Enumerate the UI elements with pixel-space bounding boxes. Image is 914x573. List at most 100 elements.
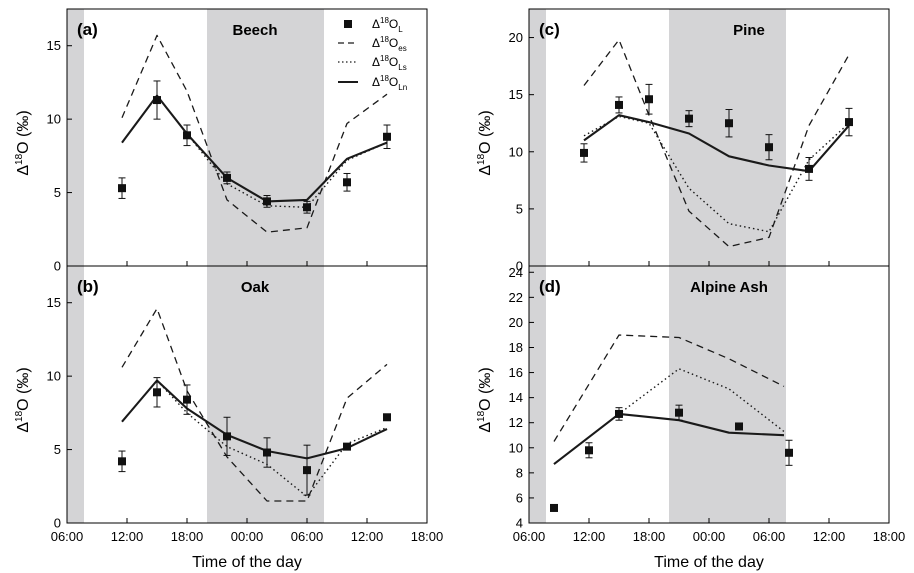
y-tick-label-c-3: 15 — [509, 87, 523, 102]
legend: Δ18OL Δ18Oes Δ18OLs Δ18OLn — [338, 16, 407, 92]
data-point-c-2 — [645, 95, 653, 104]
y-tick-label-a-1: 5 — [54, 185, 61, 200]
y-tick-label-c-1: 5 — [516, 201, 523, 216]
series-line-dashed-a — [121, 34, 388, 233]
data-point-d-1 — [585, 446, 593, 455]
data-point-a-4 — [263, 197, 271, 206]
data-point-b-5 — [303, 466, 311, 475]
night-band-d-0 — [529, 266, 546, 523]
data-point-b-2 — [183, 395, 191, 404]
data-point-d-5 — [785, 448, 793, 457]
x-tick-label-d-5: 12:00 — [813, 529, 846, 544]
y-tick-label-d-0: 4 — [516, 516, 523, 531]
y-axis-label-d: Δ18O (‰) — [476, 367, 494, 432]
data-point-d-0 — [550, 503, 558, 512]
data-point-b-4 — [263, 448, 271, 457]
x-tick-label-d-4: 06:00 — [753, 529, 786, 544]
night-band-c-0 — [529, 9, 546, 266]
series-line-dotted-a — [121, 94, 388, 209]
panel-title-b: Oak — [241, 279, 270, 296]
y-tick-label-a-0: 0 — [54, 259, 61, 274]
data-point-c-7 — [845, 118, 853, 127]
axes-layer — [66, 8, 890, 524]
night-band-b-1 — [207, 266, 324, 523]
data-point-b-3 — [223, 432, 231, 441]
series-line-solid-b — [121, 379, 388, 460]
x-tick-label-d-3: 00:00 — [693, 529, 726, 544]
data-point-b-0 — [118, 457, 126, 466]
y-tick-label-c-4: 20 — [509, 30, 523, 45]
y-tick-label-b-2: 10 — [47, 369, 61, 384]
y-tick-label-b-1: 5 — [54, 442, 61, 457]
panel-label-d: (d) — [539, 277, 561, 296]
data-point-c-4 — [725, 119, 733, 128]
legend-entry-Ls: Δ18OLs — [372, 54, 407, 72]
series-lines-layer — [121, 34, 850, 502]
y-tick-label-d-8: 20 — [509, 315, 523, 330]
data-point-c-0 — [580, 148, 588, 157]
legend-entry-es: Δ18Oes — [372, 35, 407, 53]
data-point-b-7 — [383, 413, 391, 422]
series-line-dashed-d — [553, 334, 785, 442]
series-line-solid-c — [583, 114, 850, 173]
data-point-c-3 — [685, 114, 693, 123]
data-point-a-5 — [303, 203, 311, 212]
panel-title-a: Beech — [232, 22, 277, 39]
data-point-b-1 — [153, 388, 161, 397]
series-line-dashed-c — [583, 39, 850, 248]
data-point-c-1 — [615, 100, 623, 109]
y-tick-label-d-5: 14 — [509, 390, 523, 405]
x-axis-label-left: Time of the day — [192, 554, 302, 571]
x-tick-label-d-6: 18:00 — [873, 529, 906, 544]
data-point-b-6 — [343, 442, 351, 451]
y-tick-label-d-9: 22 — [509, 290, 523, 305]
x-tick-label-b-3: 00:00 — [231, 529, 264, 544]
x-tick-label-b-5: 12:00 — [351, 529, 384, 544]
y-tick-label-a-2: 10 — [47, 112, 61, 127]
data-point-a-3 — [223, 173, 231, 182]
x-tick-label-b-0: 06:00 — [51, 529, 84, 544]
y-tick-label-d-7: 18 — [509, 340, 523, 355]
x-tick-label-b-1: 12:00 — [111, 529, 144, 544]
y-tick-label-c-0: 0 — [516, 259, 523, 274]
x-tick-label-d-2: 18:00 — [633, 529, 666, 544]
y-tick-label-b-3: 15 — [47, 295, 61, 310]
y-tick-label-d-4: 12 — [509, 415, 523, 430]
data-point-d-4 — [735, 422, 743, 431]
data-point-a-1 — [153, 96, 161, 105]
y-tick-label-a-3: 15 — [47, 38, 61, 53]
data-markers-layer — [118, 80, 853, 512]
y-axis-label-b: Δ18O (‰) — [14, 367, 32, 432]
data-point-c-6 — [805, 164, 813, 173]
y-tick-label-d-2: 8 — [516, 465, 523, 480]
x-tick-label-d-0: 06:00 — [513, 529, 546, 544]
panel-title-c: Pine — [733, 22, 765, 39]
y-axis-label-a: Δ18O (‰) — [14, 110, 32, 175]
data-point-d-3 — [675, 408, 683, 417]
x-axis-label-right: Time of the day — [654, 554, 764, 571]
legend-marker-swatch — [344, 20, 352, 28]
panel-label-c: (c) — [539, 20, 560, 39]
legend-entry-L: Δ18OL — [372, 16, 403, 34]
data-point-a-2 — [183, 131, 191, 140]
series-line-dotted-c — [583, 115, 850, 233]
x-tick-label-b-6: 18:00 — [411, 529, 444, 544]
night-band-a-0 — [67, 9, 84, 266]
x-tick-label-b-4: 06:00 — [291, 529, 324, 544]
y-axis-label-c: Δ18O (‰) — [476, 110, 494, 175]
series-line-dotted-b — [121, 379, 388, 498]
data-point-a-7 — [383, 132, 391, 141]
data-point-a-0 — [118, 184, 126, 193]
y-tick-label-d-10: 24 — [509, 265, 523, 280]
data-point-a-6 — [343, 178, 351, 187]
series-line-solid-a — [121, 94, 388, 203]
y-tick-label-d-6: 16 — [509, 365, 523, 380]
x-tick-label-b-2: 18:00 — [171, 529, 204, 544]
data-point-c-5 — [765, 143, 773, 152]
night-band-a-1 — [207, 9, 324, 266]
y-tick-label-d-1: 6 — [516, 490, 523, 505]
night-band-c-1 — [669, 9, 786, 266]
panel-label-b: (b) — [77, 277, 99, 296]
x-tick-label-d-1: 12:00 — [573, 529, 606, 544]
